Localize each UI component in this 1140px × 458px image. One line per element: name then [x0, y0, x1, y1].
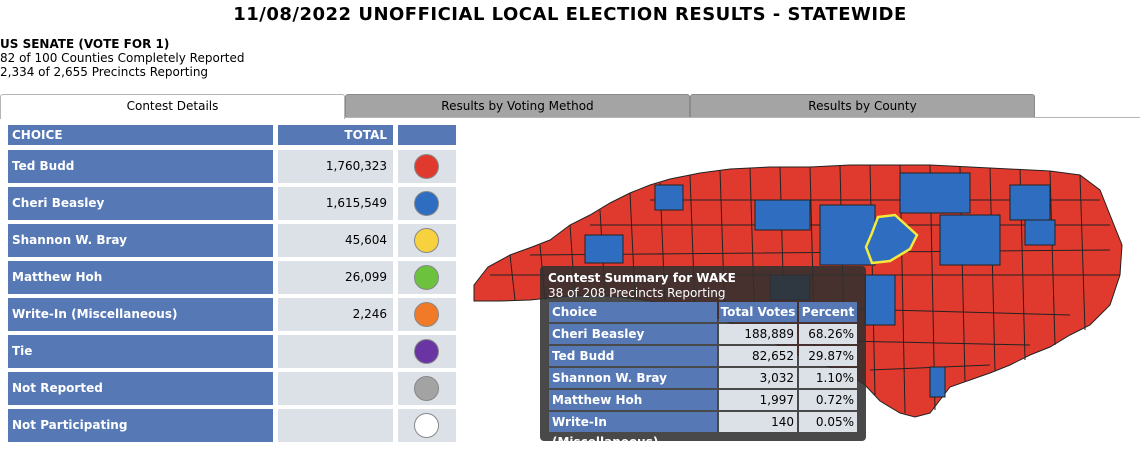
county-summary-tooltip: Contest Summary for WAKE 38 of 208 Preci… — [540, 266, 866, 449]
beasley-counties — [584, 172, 1056, 398]
county-blue — [939, 214, 1001, 266]
page-title: 11/08/2022 UNOFFICIAL LOCAL ELECTION RES… — [233, 4, 907, 25]
tooltip-subtitle: 38 of 208 Precincts Reporting — [548, 286, 726, 300]
candidate-total: 2,246 — [278, 298, 393, 331]
legend-cell — [398, 298, 456, 331]
candidate-total: 26,099 — [278, 261, 393, 294]
tab-results-by-county[interactable]: Results by County — [690, 94, 1035, 118]
tab-bar: Contest Details Results by Voting Method… — [0, 94, 1140, 119]
tab-results-by-voting-method[interactable]: Results by Voting Method — [345, 94, 690, 118]
result-row-shannon-bray: Shannon W. Bray 45,604 — [8, 224, 456, 257]
candidate-total — [278, 409, 393, 442]
tooltip-votes: 188,889 — [719, 324, 797, 344]
legend-cell — [398, 187, 456, 220]
tooltip-percent: 0.72% — [799, 390, 857, 410]
tooltip-votes: 1,997 — [719, 390, 797, 410]
results-header-row: CHOICE TOTAL — [8, 125, 456, 145]
candidate-name: Not Reported — [8, 372, 273, 405]
county-blue — [819, 204, 876, 266]
tooltip-percent: 0.05% — [799, 412, 857, 432]
county-blue — [864, 274, 896, 326]
county-blue — [754, 199, 811, 231]
precincts-reporting: 2,334 of 2,655 Precincts Reporting — [0, 65, 209, 79]
tooltip-votes: 3,032 — [719, 368, 797, 388]
legend-cell — [398, 372, 456, 405]
legend-cell — [398, 150, 456, 183]
result-row-matthew-hoh: Matthew Hoh 26,099 — [8, 261, 456, 294]
purple-dot-icon — [414, 339, 439, 364]
tooltip-header-percent: Percent — [799, 302, 857, 322]
tooltip-choice: Write-In (Miscellaneous) — [549, 412, 717, 449]
tooltip-percent: 1.10% — [799, 368, 857, 388]
county-blue — [584, 234, 624, 264]
orange-dot-icon — [414, 302, 439, 327]
county-blue — [929, 366, 946, 398]
tooltip-votes: 140 — [719, 412, 797, 432]
candidate-name: Not Participating — [8, 409, 273, 442]
result-row-not-participating: Not Participating — [8, 409, 456, 442]
contest-info: US SENATE (VOTE FOR 1) 82 of 100 Countie… — [0, 37, 244, 79]
candidate-name: Write-In (Miscellaneous) — [8, 298, 273, 331]
result-row-ted-budd: Ted Budd 1,760,323 — [8, 150, 456, 183]
result-row-tie: Tie — [8, 335, 456, 368]
tab-divider — [0, 117, 1140, 118]
legend-cell — [398, 409, 456, 442]
wake-county-highlight[interactable] — [864, 213, 919, 265]
county-blue — [1024, 219, 1056, 246]
counties-reported: 82 of 100 Counties Completely Reported — [0, 51, 245, 65]
total-header: TOTAL — [278, 125, 393, 145]
tooltip-choice: Matthew Hoh — [549, 390, 717, 410]
color-header — [398, 125, 456, 145]
candidate-total — [278, 372, 393, 405]
county-blue — [654, 184, 684, 211]
white-dot-icon — [414, 413, 439, 438]
candidate-name: Shannon W. Bray — [8, 224, 273, 257]
contest-name: US SENATE (VOTE FOR 1) — [0, 37, 170, 51]
result-row-cheri-beasley: Cheri Beasley 1,615,549 — [8, 187, 456, 220]
tooltip-choice: Cheri Beasley — [549, 324, 717, 344]
yellow-dot-icon — [414, 228, 439, 253]
county-blue — [1009, 184, 1051, 221]
legend-cell — [398, 335, 456, 368]
candidate-name: Matthew Hoh — [8, 261, 273, 294]
tooltip-choice: Ted Budd — [549, 346, 717, 366]
candidate-total: 45,604 — [278, 224, 393, 257]
candidate-name: Ted Budd — [8, 150, 273, 183]
blue-dot-icon — [414, 191, 439, 216]
tooltip-percent: 68.26% — [799, 324, 857, 344]
red-dot-icon — [414, 154, 439, 179]
tooltip-votes: 82,652 — [719, 346, 797, 366]
tooltip-header-choice: Choice — [549, 302, 717, 322]
tooltip-choice: Shannon W. Bray — [549, 368, 717, 388]
choice-header: CHOICE — [8, 125, 273, 145]
candidate-name: Tie — [8, 335, 273, 368]
result-row-write-in: Write-In (Miscellaneous) 2,246 — [8, 298, 456, 331]
candidate-total: 1,615,549 — [278, 187, 393, 220]
result-row-not-reported: Not Reported — [8, 372, 456, 405]
tooltip-header-votes: Total Votes — [719, 302, 797, 322]
tooltip-title: Contest Summary for WAKE — [548, 271, 736, 285]
gray-dot-icon — [414, 376, 439, 401]
candidate-total — [278, 335, 393, 368]
candidate-total: 1,760,323 — [278, 150, 393, 183]
candidate-name: Cheri Beasley — [8, 187, 273, 220]
legend-cell — [398, 261, 456, 294]
tab-contest-details[interactable]: Contest Details — [0, 94, 345, 119]
county-blue — [899, 172, 971, 214]
tooltip-percent: 29.87% — [799, 346, 857, 366]
green-dot-icon — [414, 265, 439, 290]
legend-cell — [398, 224, 456, 257]
